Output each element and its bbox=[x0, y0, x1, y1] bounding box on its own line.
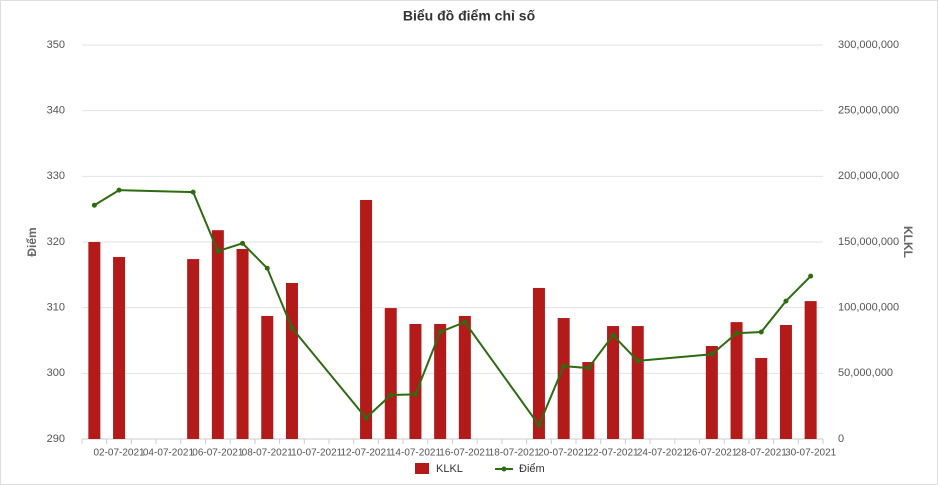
point bbox=[289, 325, 295, 331]
bar bbox=[434, 323, 447, 439]
bar bbox=[631, 326, 644, 439]
bar bbox=[236, 248, 249, 439]
bar bbox=[532, 287, 545, 439]
point bbox=[437, 329, 443, 335]
y2-tick-label: 100,000,000 bbox=[838, 302, 899, 314]
point bbox=[190, 189, 196, 195]
bar bbox=[384, 308, 397, 439]
point bbox=[561, 363, 567, 369]
bar bbox=[582, 362, 595, 439]
point bbox=[363, 415, 369, 421]
line bbox=[93, 189, 812, 428]
point bbox=[91, 202, 97, 208]
y-tick-label: 290 bbox=[47, 433, 65, 445]
point bbox=[585, 365, 591, 371]
bar bbox=[88, 242, 101, 439]
x-tick-label: 12-07-2021 bbox=[340, 448, 392, 459]
bar bbox=[730, 322, 743, 439]
y2-tick-label: 200,000,000 bbox=[838, 170, 899, 182]
point bbox=[635, 358, 641, 364]
y-tick-label: 340 bbox=[47, 105, 65, 117]
chart-title: Biểu đồ điểm chỉ số bbox=[403, 8, 536, 24]
y2-tick-label: 50,000,000 bbox=[838, 367, 893, 379]
x-tick-label: 10-07-2021 bbox=[291, 448, 343, 459]
point bbox=[264, 265, 270, 271]
x-tick-label: 24-07-2021 bbox=[637, 448, 689, 459]
point bbox=[709, 351, 715, 357]
bar bbox=[804, 301, 817, 439]
bar bbox=[409, 323, 422, 439]
x-tick-label: 14-07-2021 bbox=[390, 448, 442, 459]
x-tick-label: 22-07-2021 bbox=[587, 448, 639, 459]
x-tick-label: 18-07-2021 bbox=[489, 448, 541, 459]
y-tick-label: 330 bbox=[47, 170, 65, 182]
point bbox=[116, 187, 122, 193]
x-tick-label: 20-07-2021 bbox=[538, 448, 590, 459]
legend-swatch bbox=[415, 463, 429, 474]
point bbox=[610, 332, 616, 338]
bar bbox=[458, 315, 471, 439]
y-tick-label: 350 bbox=[47, 39, 65, 51]
x-tick-label: 04-07-2021 bbox=[143, 448, 195, 459]
bar bbox=[607, 326, 620, 439]
bar bbox=[285, 282, 298, 439]
legend-label: KLKL bbox=[436, 463, 463, 475]
y2-tick-label: 150,000,000 bbox=[838, 236, 899, 248]
bar bbox=[261, 315, 274, 439]
x-tick-label: 26-07-2021 bbox=[686, 448, 738, 459]
point bbox=[808, 273, 814, 279]
point bbox=[734, 330, 740, 336]
point bbox=[215, 248, 221, 254]
legend-label: Điểm bbox=[519, 463, 545, 475]
y-axis-title: Điểm bbox=[25, 227, 39, 256]
x-tick-label: 06-07-2021 bbox=[192, 448, 244, 459]
point bbox=[412, 391, 418, 397]
y2-tick-label: 0 bbox=[838, 433, 844, 445]
bar bbox=[779, 325, 792, 439]
point bbox=[536, 422, 542, 428]
legend-swatch bbox=[501, 466, 507, 472]
bar bbox=[211, 230, 224, 439]
bar bbox=[113, 256, 126, 439]
point bbox=[462, 319, 468, 325]
x-tick-label: 28-07-2021 bbox=[736, 448, 788, 459]
x-tick-label: 30-07-2021 bbox=[785, 448, 837, 459]
x-tick-label: 16-07-2021 bbox=[439, 448, 491, 459]
bar bbox=[557, 318, 570, 439]
x-tick-label: 08-07-2021 bbox=[242, 448, 294, 459]
y2-tick-label: 300,000,000 bbox=[838, 39, 899, 51]
point bbox=[388, 392, 394, 398]
x-tick-label: 02-07-2021 bbox=[93, 448, 145, 459]
point bbox=[240, 240, 246, 246]
point bbox=[758, 329, 764, 335]
y2-tick-label: 250,000,000 bbox=[838, 105, 899, 117]
bar bbox=[705, 346, 718, 439]
y-tick-label: 310 bbox=[47, 302, 65, 314]
point bbox=[783, 298, 789, 304]
y-tick-label: 300 bbox=[47, 367, 65, 379]
bar bbox=[755, 357, 768, 439]
bar bbox=[360, 199, 373, 439]
bar bbox=[187, 259, 200, 439]
y2-axis-title: KLKL bbox=[901, 226, 915, 258]
y-tick-label: 320 bbox=[47, 236, 65, 248]
